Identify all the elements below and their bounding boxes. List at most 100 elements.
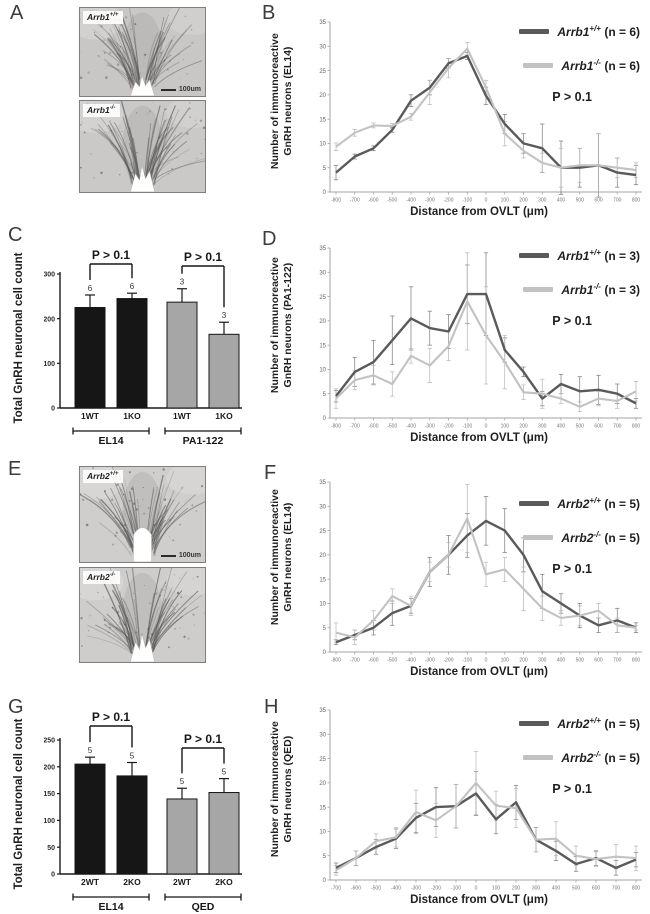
group-label: EL14 [98, 435, 123, 447]
genotype-label: Arrb1+/+ [83, 11, 124, 24]
n-label: 5 [88, 746, 93, 755]
svg-text:20: 20 [319, 319, 326, 325]
svg-text:-500: -500 [387, 198, 397, 204]
legend-label: Arrb2+/+ (n = 5) [557, 496, 640, 511]
svg-text:-800: -800 [331, 424, 341, 430]
legend-entry: Arrb2-/- (n = 5) [523, 530, 640, 545]
svg-text:-400: -400 [406, 198, 416, 204]
svg-text:-200: -200 [443, 198, 453, 204]
panel-B-chart: B Number of immunoreactive GnRH neurons (… [256, 2, 650, 226]
svg-text:-700: -700 [350, 424, 360, 430]
svg-text:-100: -100 [462, 424, 472, 430]
legend-entry: Arrb2-/- (n = 5) [523, 750, 640, 765]
panel-H-chart: H Number of immunoreactive GnRH neurons (… [256, 690, 650, 914]
svg-text:0: 0 [323, 416, 327, 422]
bar-tick-label: 1KO [215, 411, 233, 421]
bar-tick-label: 2WT [173, 877, 192, 887]
legend-label: Arrb1+/+ (n = 3) [557, 248, 640, 263]
panel-letter-A: A [10, 2, 24, 24]
svg-text:25: 25 [319, 295, 326, 301]
series-line-0 [335, 519, 637, 644]
genotype-label: Arrb2+/+ [83, 470, 124, 483]
p-value-label: P > 0.1 [552, 314, 592, 328]
svg-text:600: 600 [592, 886, 601, 892]
micrograph-arrb2-ko: Arrb2-/- [79, 567, 206, 663]
svg-text:300: 300 [538, 658, 547, 664]
p-value-label: P > 0.1 [184, 250, 222, 264]
panel-letter-B: B [262, 2, 276, 24]
bar-tick-label: 1WT [81, 411, 100, 421]
svg-text:20: 20 [319, 781, 326, 787]
svg-text:10: 10 [319, 602, 326, 608]
svg-text:600: 600 [594, 198, 603, 204]
panel-E-images: Arrb2+/+ 100um Arrb2-/- [79, 466, 206, 663]
legend-swatch [523, 63, 554, 68]
line-chart-svg: 0 5 10 15 20 25 30 35 -800 -700 -600 -500 -400 -300 -2… [319, 480, 642, 664]
svg-text:800: 800 [632, 658, 641, 664]
legend-label: Arrb1-/- (n = 6) [561, 58, 640, 73]
legend-entry: Arrb2+/+ (n = 5) [519, 716, 640, 731]
svg-text:500: 500 [576, 424, 585, 430]
group-label: PA1-122 [183, 435, 224, 447]
bar-chart-svg: 0 100 200 300 6 1WT 6 1KO 3 1WT 3 1KO EL14 PA1-122 P >… [44, 248, 242, 447]
svg-text:0: 0 [51, 872, 55, 879]
legend-label: Arrb1+/+ (n = 6) [557, 24, 640, 39]
genotype-label: Arrb2-/- [83, 571, 121, 584]
svg-text:200: 200 [44, 764, 55, 771]
svg-text:-500: -500 [371, 886, 381, 892]
bar-tick-label: 1KO [123, 411, 141, 421]
svg-text:400: 400 [557, 198, 566, 204]
scale-bar-text: 100um [178, 552, 201, 559]
svg-text:800: 800 [632, 424, 641, 430]
n-label: 6 [88, 284, 93, 293]
y-axis-label: Number of immunoreactive GnRH neurons (EL… [268, 489, 294, 626]
svg-text:0: 0 [323, 650, 327, 656]
svg-text:500: 500 [576, 198, 585, 204]
bar-tick-label: 2KO [215, 877, 233, 887]
legend-label: Arrb2-/- (n = 5) [561, 750, 640, 765]
group-label: QED [192, 901, 215, 913]
x-axis-label: Distance from OVLT (μm) [410, 432, 548, 444]
svg-text:200: 200 [519, 658, 528, 664]
p-value-label: P > 0.1 [552, 562, 592, 576]
svg-text:600: 600 [594, 658, 603, 664]
svg-text:800: 800 [632, 886, 641, 892]
svg-text:-500: -500 [387, 424, 397, 430]
svg-text:-100: -100 [451, 886, 461, 892]
legend-entry: Arrb1-/- (n = 3) [523, 282, 640, 297]
svg-text:-700: -700 [350, 658, 360, 664]
ventricle-shape [130, 165, 155, 192]
svg-text:700: 700 [613, 424, 622, 430]
p-value-label: P > 0.1 [184, 732, 222, 746]
svg-text:700: 700 [612, 886, 621, 892]
svg-text:200: 200 [512, 886, 521, 892]
x-axis-label: Distance from OVLT (μm) [410, 206, 548, 218]
svg-text:10: 10 [319, 142, 326, 148]
p-value-label: P > 0.1 [92, 710, 130, 724]
svg-text:-800: -800 [331, 198, 341, 204]
svg-text:500: 500 [572, 886, 581, 892]
scale-bar: 100um [160, 86, 201, 93]
bar-2ko-1 [116, 775, 148, 875]
bar-1ko-3 [208, 333, 240, 409]
svg-text:700: 700 [613, 658, 622, 664]
svg-text:5: 5 [323, 392, 327, 398]
svg-text:25: 25 [319, 69, 326, 75]
svg-text:-600: -600 [368, 198, 378, 204]
svg-text:20: 20 [319, 553, 326, 559]
legend-label: Arrb2+/+ (n = 5) [557, 716, 640, 731]
svg-text:25: 25 [319, 757, 326, 763]
svg-text:5: 5 [323, 626, 327, 632]
svg-text:200: 200 [519, 198, 528, 204]
svg-text:500: 500 [576, 658, 585, 664]
panel-letter-F: F [264, 462, 277, 484]
bar-2wt-0 [74, 763, 106, 875]
y-axis-label: Number of immunoreactive GnRH neurons (PA… [268, 257, 294, 394]
group-label: EL14 [98, 901, 123, 913]
svg-text:15: 15 [319, 343, 326, 349]
svg-text:0: 0 [485, 198, 488, 204]
svg-text:-600: -600 [351, 886, 361, 892]
y-axis-label: Total GnRH neuronal cell count [13, 252, 25, 424]
scale-bar: 100um [160, 552, 201, 559]
p-value-label: P > 0.1 [552, 90, 592, 104]
